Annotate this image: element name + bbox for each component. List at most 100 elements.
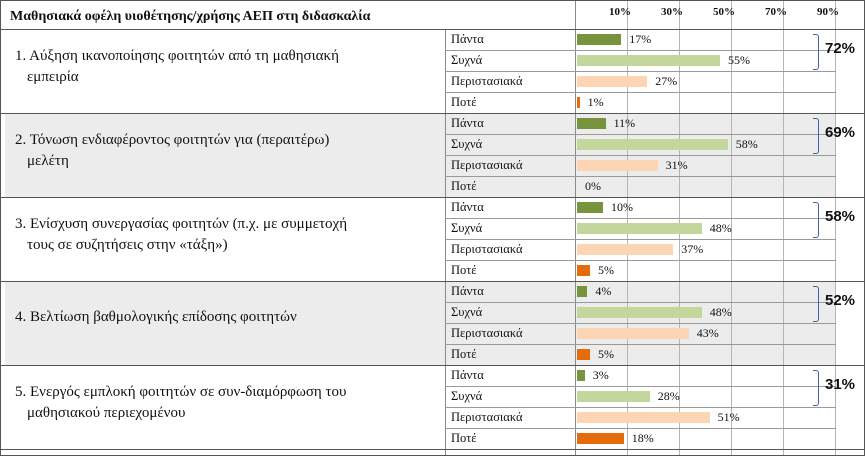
bar-never (577, 349, 590, 360)
question-line: 5. Ενεργός εμπλοκή φοιτητών σε συν-διαμό… (15, 384, 347, 400)
data-label: 11% (613, 116, 636, 130)
grid-line (783, 0, 784, 456)
group-divider (0, 113, 865, 114)
level-label: Πάντα (451, 116, 484, 130)
bar-often (577, 139, 728, 150)
bar-always (577, 118, 606, 129)
question-line: 4. Βελτίωση βαθμολογικής επίδοσης φοιτητ… (15, 309, 297, 325)
data-label: 3% (592, 368, 609, 382)
group-divider (0, 197, 865, 198)
level-label: Συχνά (451, 305, 483, 319)
data-label: 31% (665, 158, 688, 172)
level-label: Συχνά (451, 53, 483, 67)
level-label: Περιστασιακά (451, 242, 523, 256)
row-divider (445, 260, 836, 261)
level-label: Πάντα (451, 368, 484, 382)
bar-never (577, 433, 624, 444)
row-divider (445, 323, 836, 324)
summary-brace (813, 286, 819, 322)
chart-title: Μαθησιακά οφέλη υιοθέτησης/χρήσης ΑΕΠ στ… (10, 9, 371, 24)
question-line: μαθησιακού περιεχομένου (27, 405, 186, 421)
level-label: Πάντα (451, 32, 484, 46)
x-tick-label: 70% (765, 6, 787, 18)
data-label: 43% (696, 326, 719, 340)
grid-line (731, 0, 732, 456)
level-label: Συχνά (451, 221, 483, 235)
bar-never (577, 97, 580, 108)
data-label: 5% (598, 263, 614, 277)
question-line: 3. Ενίσχυση συνεργασίας φοιτητών (π.χ. μ… (15, 216, 348, 232)
x-tick-label: 90% (817, 6, 839, 18)
summary-brace (813, 34, 819, 70)
level-label: Περιστασιακά (451, 74, 523, 88)
bar-sometimes (577, 160, 658, 171)
row-divider (445, 239, 836, 240)
row-divider (445, 344, 836, 345)
row-divider (445, 218, 836, 219)
row-divider (445, 50, 836, 51)
data-label: 37% (681, 242, 704, 256)
data-label: 18% (631, 431, 654, 445)
level-label: Περιστασιακά (451, 158, 523, 172)
level-label: Ποτέ (451, 263, 477, 277)
data-label: 1% (587, 95, 604, 109)
group-divider (0, 365, 865, 366)
data-label: 58% (735, 137, 758, 151)
question-text: 1. Αύξηση ικανοποίησης φοιτητών από τη μ… (15, 46, 339, 88)
axis-line (575, 0, 576, 456)
bar-never (577, 265, 590, 276)
column-divider (445, 29, 446, 456)
group-divider (0, 281, 865, 282)
header-divider (0, 29, 865, 30)
data-label: 48% (709, 305, 732, 319)
bar-sometimes (577, 244, 674, 255)
grid-line (835, 0, 836, 456)
group-divider (0, 449, 865, 450)
row-divider (445, 71, 836, 72)
x-tick-label: 50% (713, 6, 735, 18)
question-line: εμπειρία (27, 69, 79, 85)
question-text: 4. Βελτίωση βαθμολογικής επίδοσης φοιτητ… (15, 307, 297, 328)
row-divider (445, 134, 836, 135)
bar-always (577, 370, 585, 381)
bar-often (577, 223, 702, 234)
question-text: 2. Τόνωση ενδιαφέροντος φοιτητών για (πε… (15, 130, 329, 172)
question-text: 3. Ενίσχυση συνεργασίας φοιτητών (π.χ. μ… (15, 214, 347, 256)
x-tick-label: 30% (661, 6, 683, 18)
level-label: Ποτέ (451, 179, 477, 193)
row-divider (445, 302, 836, 303)
question-text: 5. Ενεργός εμπλοκή φοιτητών σε συν-διαμό… (15, 382, 346, 424)
total-label: 31% (825, 376, 856, 393)
level-label: Ποτέ (451, 431, 477, 445)
data-label: 48% (709, 221, 732, 235)
question-line: 2. Τόνωση ενδιαφέροντος φοιτητών για (πε… (15, 132, 330, 148)
bar-always (577, 202, 603, 213)
bar-sometimes (577, 412, 710, 423)
question-line: τους σε συζητήσεις στην «τάξη») (27, 237, 228, 253)
level-label: Πάντα (451, 284, 484, 298)
row-divider (445, 176, 836, 177)
question-line: μελέτη (27, 153, 69, 169)
data-label: 55% (728, 53, 750, 67)
level-label: Συχνά (451, 389, 483, 403)
bar-sometimes (577, 76, 648, 87)
summary-brace (813, 370, 819, 406)
level-label: Πάντα (451, 200, 484, 214)
bar-always (577, 286, 588, 297)
data-label: 28% (657, 389, 680, 403)
data-label: 10% (611, 200, 633, 214)
data-label: 0% (585, 179, 601, 193)
total-label: 52% (825, 292, 856, 309)
row-divider (445, 428, 836, 429)
level-label: Περιστασιακά (451, 326, 523, 340)
bar-always (577, 34, 622, 45)
row-divider (445, 155, 836, 156)
total-label: 58% (825, 208, 856, 225)
row-divider (445, 407, 836, 408)
total-label: 72% (825, 40, 856, 57)
summary-brace (813, 202, 819, 238)
total-label: 69% (825, 124, 856, 141)
question-line: 1. Αύξηση ικανοποίησης φοιτητών από τη μ… (15, 48, 339, 64)
